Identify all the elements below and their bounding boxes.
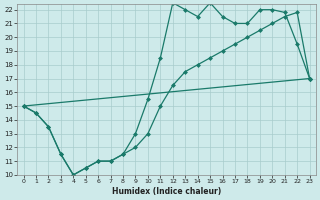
X-axis label: Humidex (Indice chaleur): Humidex (Indice chaleur): [112, 187, 221, 196]
